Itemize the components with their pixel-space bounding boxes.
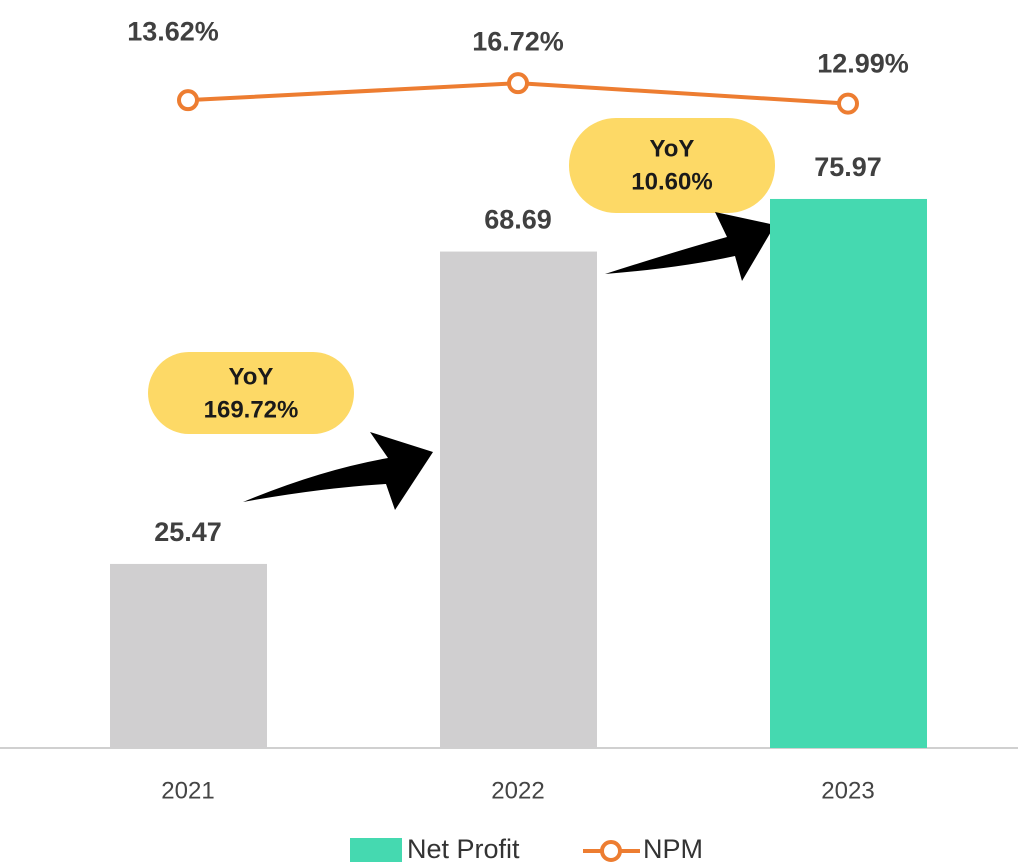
data-label: 12.99% xyxy=(817,49,909,79)
legend-swatch xyxy=(600,840,622,862)
line-point xyxy=(507,72,529,95)
x-tick-label: 2021 xyxy=(161,777,214,804)
legend-swatch xyxy=(350,838,402,862)
data-label: 75.97 xyxy=(814,152,882,182)
annotation-text: 10.60% xyxy=(631,168,712,195)
line-point xyxy=(177,89,199,112)
annotation-text: YoY xyxy=(229,363,274,390)
data-label: 68.69 xyxy=(484,205,552,235)
x-tick-label: 2022 xyxy=(491,777,544,804)
bar xyxy=(440,251,597,748)
bar xyxy=(770,198,927,749)
data-label: 25.47 xyxy=(154,517,222,547)
bar xyxy=(110,563,267,748)
annotation-bubble xyxy=(569,118,775,213)
line-point xyxy=(837,92,859,115)
x-tick-label: 2023 xyxy=(821,777,874,804)
legend-label: NPM xyxy=(643,834,703,864)
data-label: 16.72% xyxy=(472,26,564,56)
annotation-bubble xyxy=(148,352,354,434)
arrow xyxy=(243,432,433,510)
data-label: 13.62% xyxy=(127,16,219,46)
legend-label: Net Profit xyxy=(407,834,520,864)
annotation-text: 169.72% xyxy=(204,396,299,423)
arrow xyxy=(605,212,775,281)
annotation-text: YoY xyxy=(650,135,695,162)
